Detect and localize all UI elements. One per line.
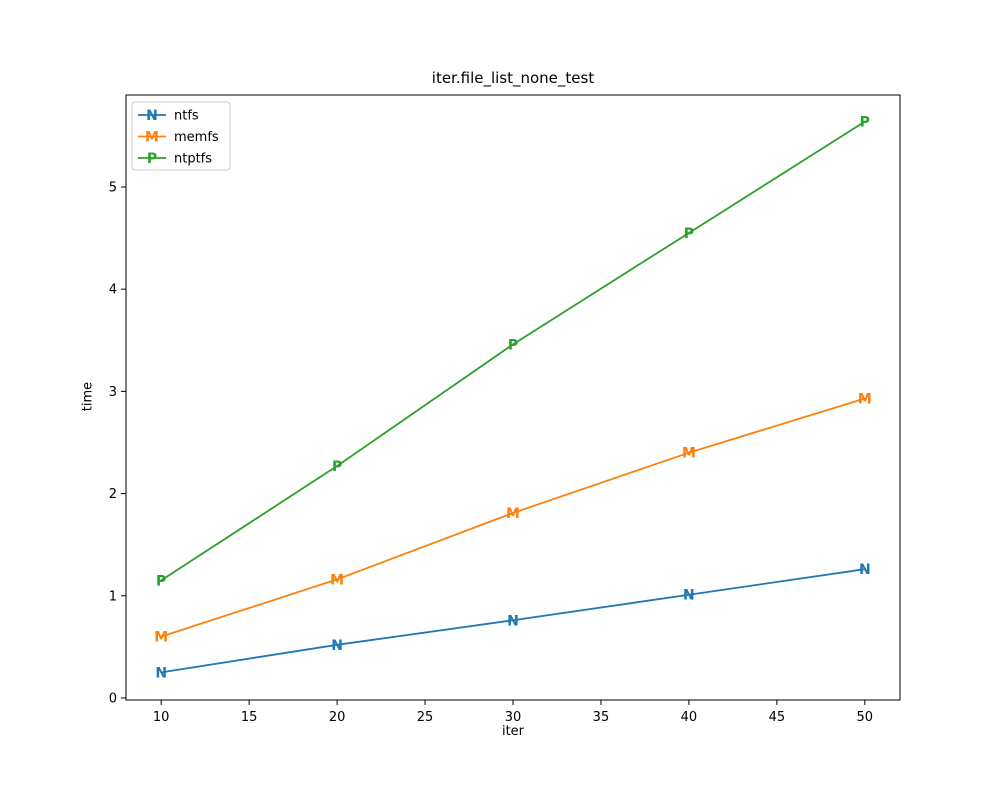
legend-marker-memfs: M [145, 130, 159, 146]
marker-memfs: M [506, 506, 520, 522]
marker-ntptfs: P [508, 337, 518, 353]
legend-marker-ntptfs: P [147, 151, 157, 167]
legend-marker-ntfs: N [146, 108, 158, 124]
legend-label-ntfs: ntfs [174, 109, 199, 124]
y-tick-label: 3 [109, 385, 117, 400]
marker-memfs: M [858, 392, 872, 408]
x-tick-label: 20 [329, 710, 346, 725]
y-tick-label: 4 [109, 283, 117, 298]
series-line-ntptfs [160, 120, 866, 582]
y-tick-label: 1 [109, 589, 117, 604]
x-tick-label: 45 [769, 710, 786, 725]
y-tick-label: 0 [109, 691, 117, 706]
marker-ntptfs: P [332, 459, 342, 475]
series-line-memfs [160, 397, 866, 638]
marker-ntfs: N [683, 588, 695, 604]
x-tick-label: 10 [153, 710, 170, 725]
x-tick-label: 50 [857, 710, 874, 725]
marker-memfs: M [154, 630, 168, 646]
legend-label-ntptfs: ntptfs [174, 152, 212, 167]
y-tick-label: 5 [109, 180, 117, 195]
x-tick-label: 40 [681, 710, 698, 725]
marker-memfs: M [330, 572, 344, 588]
marker-ntfs: N [331, 638, 343, 654]
marker-ntptfs: P [860, 115, 870, 131]
chart-title: iter.file_list_none_test [431, 69, 595, 87]
x-tick-label: 30 [505, 710, 522, 725]
marker-ntptfs: P [156, 573, 166, 589]
marker-ntfs: N [507, 613, 519, 629]
x-tick-label: 15 [241, 710, 258, 725]
marker-memfs: M [682, 446, 696, 462]
marker-ntfs: N [859, 562, 871, 578]
series-line-ntfs [160, 568, 866, 674]
axes-frame [125, 94, 901, 701]
x-axis-label: iter [501, 724, 525, 739]
legend-box [131, 101, 231, 171]
y-tick-label: 2 [109, 487, 117, 502]
y-axis-label: time [80, 381, 96, 412]
legend-label-memfs: memfs [174, 130, 219, 145]
marker-ntptfs: P [684, 226, 694, 242]
marker-ntfs: N [155, 665, 167, 681]
x-tick-label: 25 [417, 710, 434, 725]
x-tick-label: 35 [593, 710, 610, 725]
